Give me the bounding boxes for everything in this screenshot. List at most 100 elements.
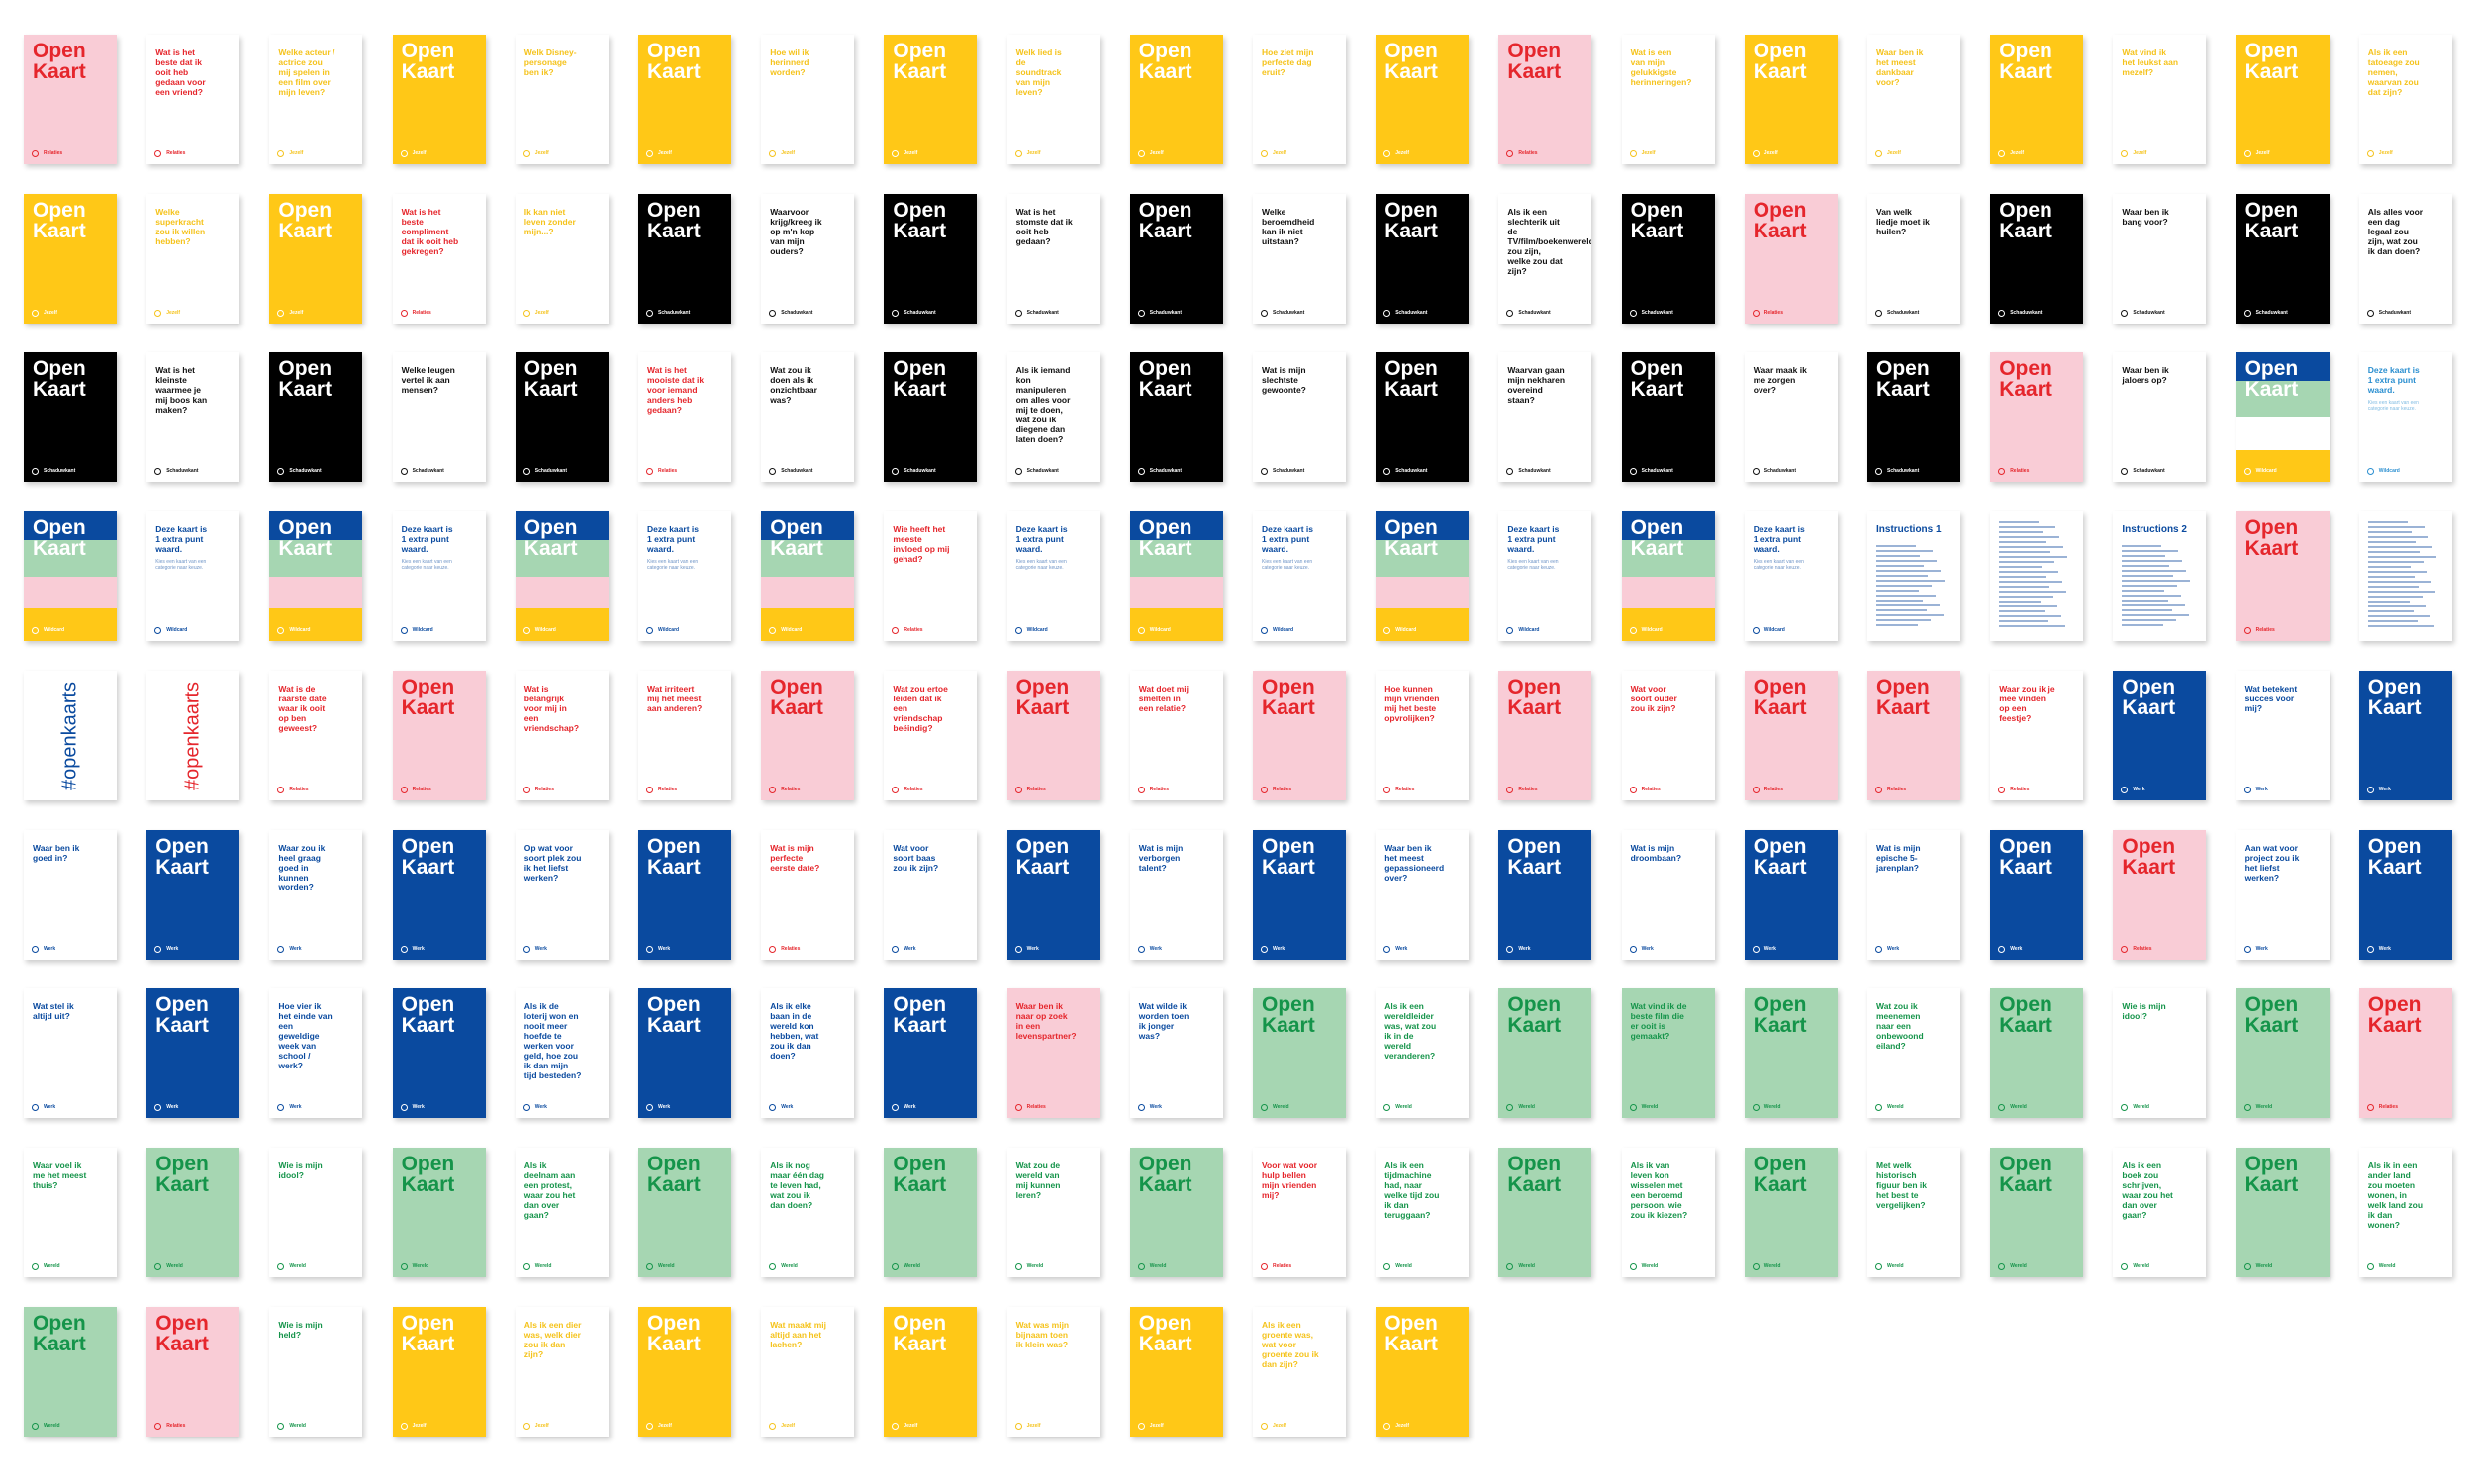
card: Waar ben ik goed in? Werk xyxy=(24,829,117,960)
category-label: Relaties xyxy=(904,786,923,792)
card: Open Kaart Jezelf xyxy=(24,193,117,324)
card: Open Kaart Schaduwkant xyxy=(884,352,978,483)
card: Waar voel ik me het meest thuis? Wereld xyxy=(24,1147,117,1277)
stripe xyxy=(269,511,363,540)
category-icon xyxy=(646,945,653,953)
stripe xyxy=(761,511,855,540)
category-icon xyxy=(1506,1104,1514,1112)
card: Open Kaart Jezelf xyxy=(392,1306,486,1437)
card-title: Open Kaart xyxy=(1507,993,1562,1038)
card: Wat was mijn bijnaam toen ik klein was? J… xyxy=(1006,1306,1100,1437)
card: Open Kaart Jezelf xyxy=(392,35,486,164)
category-icon xyxy=(277,309,285,317)
category-icon xyxy=(277,1422,285,1430)
category-icon xyxy=(1261,468,1268,476)
text-line xyxy=(2122,600,2169,602)
card-title: Open Kaart xyxy=(33,198,86,242)
category-icon xyxy=(646,786,653,793)
card: Als alles voor een dag legaal zou zijn, … xyxy=(2358,193,2452,324)
category-label: Werk xyxy=(1395,945,1408,952)
stripe xyxy=(24,608,117,642)
category-label: Schaduwkant xyxy=(44,468,76,475)
category-label: Jezelf xyxy=(1026,150,1041,156)
category-icon xyxy=(154,1104,162,1112)
category-icon xyxy=(1506,945,1514,953)
category-icon xyxy=(1998,150,2006,157)
card-text: Wat is mijn droombaan? xyxy=(1630,842,1682,863)
category-label: Jezelf xyxy=(44,309,57,316)
card: Open Kaart Wereld xyxy=(1744,1147,1838,1277)
card-title: Open Kaart xyxy=(1138,198,1192,242)
text-line xyxy=(1999,541,2047,543)
card: Open Kaart Wereld xyxy=(392,1147,486,1277)
card-text: Wat is een van mijn gelukkigste herinner… xyxy=(1630,47,1692,87)
category-icon xyxy=(400,627,408,635)
category-label: Werk xyxy=(289,945,302,952)
card-title: Open Kaart xyxy=(1015,675,1070,719)
category-icon xyxy=(154,468,162,476)
card: Waarvoor krijg/kreeg ik op m'n kop van m… xyxy=(761,193,855,324)
card: Als ik nog maar één dag te leven had, wa… xyxy=(761,1147,855,1277)
card-title: Open Kaart xyxy=(523,516,578,561)
category-label: Schaduwkant xyxy=(289,468,322,475)
category-label: Wildcard xyxy=(44,627,65,634)
text-line xyxy=(1999,601,2042,603)
card: Aan wat voor project zou ik het liefst w… xyxy=(2236,829,2330,960)
category-label: Schaduwkant xyxy=(1641,468,1673,475)
card: Open Kaart Schaduwkant xyxy=(269,352,363,483)
card: Met welk historisch figuur ben ik het be… xyxy=(1867,1147,1960,1277)
card: Als ik een groente was, wat voor groente… xyxy=(1253,1306,1346,1437)
category-icon xyxy=(1014,786,1022,793)
category-label: Schaduwkant xyxy=(2010,309,2043,316)
category-icon xyxy=(1014,627,1022,635)
card-title: Open Kaart xyxy=(1753,675,1807,719)
card-title: Open Kaart xyxy=(1753,40,1807,83)
text-line xyxy=(2122,550,2179,552)
card: Ik kan niet leven zonder mijn...? Jezelf xyxy=(515,193,609,324)
card: Welk Disney-personage ben ik? Jezelf xyxy=(515,35,609,164)
card-text: Deze kaart is 1 extra punt waard. xyxy=(2367,365,2420,396)
category-icon xyxy=(769,309,777,317)
category-label: Relaties xyxy=(1149,786,1169,792)
card-text: Wat doet mij smelten in een relatie? xyxy=(1138,683,1189,713)
text-line xyxy=(2367,596,2423,598)
card: Als ik een wereldleider was, wat zou ik … xyxy=(1376,988,1470,1119)
card: Als ik een boek zou schrijven, waar zou … xyxy=(2113,1147,2207,1277)
text-line xyxy=(2122,609,2173,611)
card: Open Kaart Werk xyxy=(1253,829,1346,960)
stripe xyxy=(1129,608,1223,642)
card: Open Kaart Werk xyxy=(1990,829,2084,960)
card: Open Kaart Jezelf xyxy=(1990,35,2084,164)
category-label: Jezelf xyxy=(1887,150,1901,156)
card: Als ik in een ander land zou moeten wone… xyxy=(2358,1147,2452,1277)
text-line xyxy=(1876,565,1924,567)
card-text: Wie is mijn held? xyxy=(278,1319,323,1340)
card-text: Instructions 2 xyxy=(2122,524,2187,536)
text-line xyxy=(1999,615,2062,617)
card: Open Kaart Relaties xyxy=(1253,670,1346,800)
category-icon xyxy=(1998,1262,2006,1270)
category-icon xyxy=(400,150,408,157)
text-line xyxy=(2367,576,2415,578)
card: Open Kaart Relaties xyxy=(1498,35,1592,164)
card-text: Waarvoor krijg/kreeg ik op m'n kop van m… xyxy=(770,206,822,256)
card-text: Wie is mijn idool? xyxy=(278,1159,323,1180)
card: Open Kaart Wereld xyxy=(1129,1147,1223,1277)
category-label: Wereld xyxy=(1518,1262,1535,1269)
card: Open Kaart Wereld xyxy=(1744,988,1838,1119)
category-label: Relaties xyxy=(1273,1262,1292,1269)
stripe xyxy=(24,576,117,609)
category-label: Werk xyxy=(44,1104,56,1111)
category-label: Relaties xyxy=(2255,627,2275,634)
card-title: Open Kaart xyxy=(1138,1311,1192,1355)
text-line xyxy=(1999,536,2060,538)
card-text: Als ik nog maar één dag te leven had, wa… xyxy=(770,1159,824,1210)
card: Wat voor soort baas zou ik zijn? Werk xyxy=(884,829,978,960)
category-icon xyxy=(1752,1262,1760,1270)
category-icon xyxy=(1875,1262,1882,1270)
card-text: Deze kaart is 1 extra punt waard. xyxy=(1262,524,1313,555)
card-subtext: Kies een kaart van een categorie naar ke… xyxy=(155,559,207,572)
stripe xyxy=(2236,352,2330,382)
card: Open Kaart Schaduwkant xyxy=(1867,352,1960,483)
category-icon xyxy=(1014,1104,1022,1112)
